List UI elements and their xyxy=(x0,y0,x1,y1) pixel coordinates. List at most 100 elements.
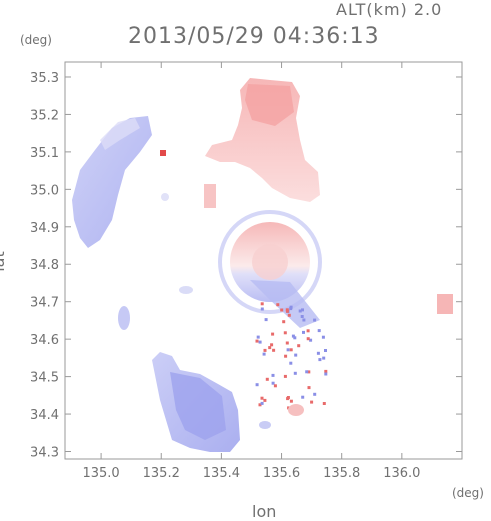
clutter-speck xyxy=(291,334,295,338)
clutter-speck xyxy=(285,341,289,345)
clutter-speck xyxy=(293,371,297,375)
axis-ticks: 34.3 34.4 34.5 34.6 34.7 34.8 34.9 35.0 35.1 35.2… xyxy=(30,62,462,481)
clutter-speck xyxy=(313,392,317,396)
clutter-speck xyxy=(272,348,276,352)
clutter-speck xyxy=(294,353,298,357)
lat-tick-label: 35.0 xyxy=(30,183,59,198)
clutter-speck xyxy=(297,344,301,348)
clutter-speck xyxy=(284,354,288,358)
lat-tick-label: 34.9 xyxy=(30,221,59,236)
lat-tick-label: 34.8 xyxy=(30,258,59,273)
clutter-speck xyxy=(268,346,272,350)
echo-blob xyxy=(259,421,271,429)
lat-tick-label: 34.5 xyxy=(30,371,59,386)
clutter-speck xyxy=(260,302,264,306)
lat-tick-label: 34.4 xyxy=(30,408,59,423)
clutter-speck xyxy=(260,401,264,405)
lat-tick-label: 34.6 xyxy=(30,333,59,348)
clutter-speck xyxy=(273,384,277,388)
plot-frame xyxy=(64,61,463,460)
lon-tick-label: 135.2 xyxy=(143,466,180,481)
clutter-speck xyxy=(280,308,284,312)
clutter-speck xyxy=(305,370,309,374)
clutter-speck xyxy=(324,349,327,352)
clutter-speck xyxy=(289,399,293,403)
clutter-speck xyxy=(322,356,326,360)
clutter-speck xyxy=(283,331,287,335)
clutter-speck xyxy=(302,318,306,322)
echo-center-inner xyxy=(252,244,288,280)
clutter-speck xyxy=(271,373,275,377)
clutter-speck xyxy=(263,348,267,352)
clutter-speck xyxy=(324,372,328,376)
clutter-speck xyxy=(260,307,264,311)
clutter-speck xyxy=(263,398,267,402)
echo-blob xyxy=(288,404,304,416)
clutter-speck xyxy=(283,374,287,378)
clutter-speck xyxy=(256,335,260,339)
clutter-speck xyxy=(306,329,310,333)
clutter-speck xyxy=(286,397,290,401)
clutter-speck xyxy=(276,303,280,307)
clutter-speck xyxy=(271,332,275,336)
lon-tick-label: 135.8 xyxy=(323,466,360,481)
echo-clutter xyxy=(255,302,328,410)
echo-blob xyxy=(118,306,130,330)
clutter-speck xyxy=(322,402,326,405)
clutter-speck xyxy=(301,395,305,399)
clutter-speck xyxy=(271,381,275,385)
clutter-speck xyxy=(282,320,286,324)
lat-tick-label: 35.1 xyxy=(30,146,59,161)
clutter-speck xyxy=(318,358,322,362)
clutter-speck xyxy=(301,308,304,312)
lon-unit-label: (deg) xyxy=(452,486,484,500)
clutter-speck xyxy=(289,307,293,311)
echo-blob xyxy=(204,184,216,208)
clutter-speck xyxy=(262,352,266,356)
echo-blob xyxy=(160,150,166,156)
lat-tick-label: 34.3 xyxy=(30,446,59,461)
clutter-speck xyxy=(289,361,293,365)
clutter-speck xyxy=(298,309,302,313)
echo-nw-blue xyxy=(72,116,152,248)
lon-tick-label: 135.4 xyxy=(203,466,240,481)
clutter-speck xyxy=(307,370,311,374)
clutter-speck xyxy=(270,343,274,347)
lat-unit-label: (deg) xyxy=(20,33,52,47)
clutter-speck xyxy=(287,313,291,317)
clutter-speck xyxy=(255,383,259,387)
clutter-speck xyxy=(321,335,325,339)
clutter-speck xyxy=(313,318,317,322)
clutter-speck xyxy=(310,400,314,404)
clutter-speck xyxy=(285,308,289,312)
echo-sw-blue-core xyxy=(170,372,226,440)
clutter-speck xyxy=(307,386,311,390)
clutter-speck xyxy=(317,329,321,333)
clutter-speck xyxy=(306,337,310,341)
clutter-speck xyxy=(324,369,328,373)
echo-nw-blue-edge xyxy=(100,118,140,150)
lat-tick-label: 35.2 xyxy=(30,108,59,123)
clutter-speck xyxy=(302,330,305,334)
altitude-label: ALT(km) 2.0 xyxy=(336,0,443,19)
lon-tick-label: 136.0 xyxy=(383,466,420,481)
lon-axis-label: lon xyxy=(252,502,277,521)
lon-tick-label: 135.6 xyxy=(263,466,300,481)
clutter-speck xyxy=(255,339,259,343)
lon-tick-label: 135.0 xyxy=(82,466,119,481)
clutter-speck xyxy=(316,351,320,355)
echo-center-halo xyxy=(218,210,322,314)
echo-blob xyxy=(179,286,193,294)
lat-tick-label: 35.3 xyxy=(30,71,59,86)
clutter-speck xyxy=(264,318,268,322)
clutter-speck xyxy=(265,377,269,381)
echo-north-red-core xyxy=(245,84,294,126)
timestamp: 2013/05/29 04:36:13 xyxy=(128,24,380,49)
echo-blob xyxy=(161,193,169,201)
clutter-speck xyxy=(286,348,290,352)
clutter-speck xyxy=(289,348,293,352)
echo-east-red xyxy=(437,294,453,314)
clutter-speck xyxy=(258,340,262,344)
clutter-speck xyxy=(309,338,313,342)
